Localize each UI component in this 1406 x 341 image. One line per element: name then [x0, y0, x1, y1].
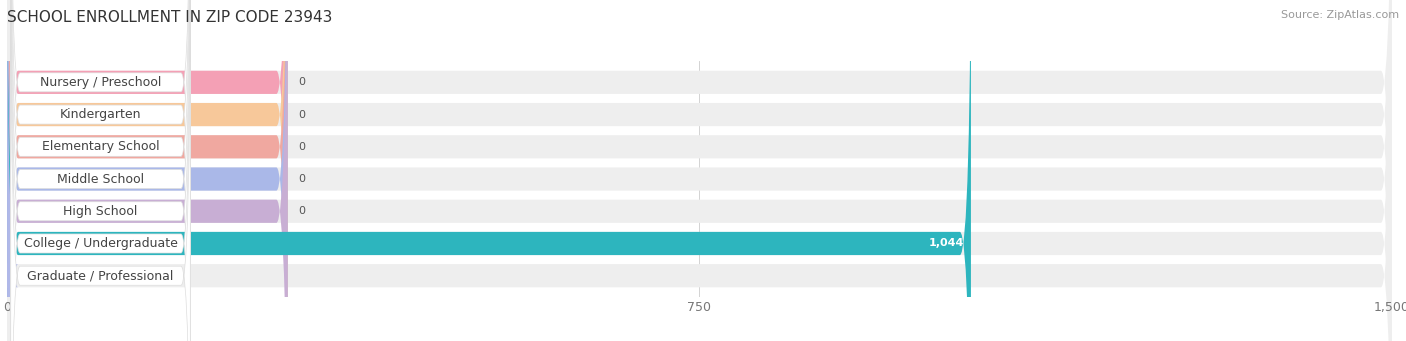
FancyBboxPatch shape: [11, 0, 190, 341]
Text: Elementary School: Elementary School: [42, 140, 159, 153]
FancyBboxPatch shape: [7, 0, 287, 341]
FancyBboxPatch shape: [7, 0, 1392, 341]
FancyBboxPatch shape: [7, 0, 1392, 341]
Text: 0: 0: [298, 77, 305, 87]
FancyBboxPatch shape: [7, 0, 972, 341]
Text: High School: High School: [63, 205, 138, 218]
Text: College / Undergraduate: College / Undergraduate: [24, 237, 177, 250]
Text: 8: 8: [0, 271, 7, 281]
Text: Nursery / Preschool: Nursery / Preschool: [39, 76, 162, 89]
Text: 1,044: 1,044: [928, 238, 965, 249]
Text: Graduate / Professional: Graduate / Professional: [27, 269, 174, 282]
FancyBboxPatch shape: [7, 0, 287, 341]
FancyBboxPatch shape: [7, 0, 1392, 341]
FancyBboxPatch shape: [7, 0, 287, 341]
FancyBboxPatch shape: [11, 0, 190, 341]
Text: SCHOOL ENROLLMENT IN ZIP CODE 23943: SCHOOL ENROLLMENT IN ZIP CODE 23943: [7, 10, 332, 25]
FancyBboxPatch shape: [11, 0, 190, 341]
FancyBboxPatch shape: [11, 0, 190, 341]
FancyBboxPatch shape: [3, 0, 18, 341]
Text: 0: 0: [298, 174, 305, 184]
FancyBboxPatch shape: [11, 0, 190, 341]
Text: 0: 0: [298, 206, 305, 216]
FancyBboxPatch shape: [7, 0, 1392, 341]
Text: Middle School: Middle School: [58, 173, 143, 186]
FancyBboxPatch shape: [11, 0, 190, 341]
FancyBboxPatch shape: [7, 0, 1392, 341]
FancyBboxPatch shape: [7, 0, 287, 341]
Text: 0: 0: [298, 142, 305, 152]
Text: Source: ZipAtlas.com: Source: ZipAtlas.com: [1281, 10, 1399, 20]
Text: Kindergarten: Kindergarten: [60, 108, 141, 121]
FancyBboxPatch shape: [7, 0, 287, 341]
FancyBboxPatch shape: [7, 0, 1392, 341]
FancyBboxPatch shape: [7, 0, 1392, 341]
Text: 0: 0: [298, 109, 305, 120]
FancyBboxPatch shape: [11, 0, 190, 341]
